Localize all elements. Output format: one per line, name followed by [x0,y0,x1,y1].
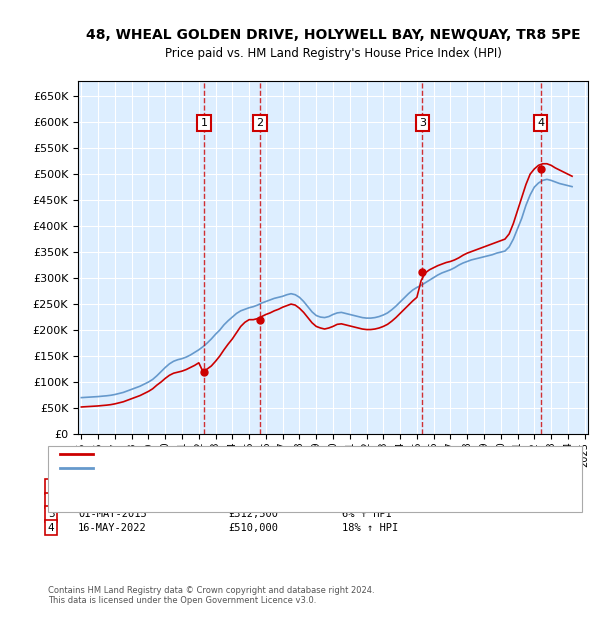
Text: 26-APR-2002: 26-APR-2002 [78,482,147,492]
Text: 15% ↓ HPI: 15% ↓ HPI [342,495,398,505]
Text: 48, WHEAL GOLDEN DRIVE, HOLYWELL BAY, NEWQUAY, TR8 5PE: 48, WHEAL GOLDEN DRIVE, HOLYWELL BAY, NE… [86,28,580,42]
Text: 3: 3 [47,509,55,519]
Text: £510,000: £510,000 [228,523,278,533]
Text: 16-MAY-2022: 16-MAY-2022 [78,523,147,533]
Text: 4: 4 [47,523,55,533]
Text: 18% ↑ HPI: 18% ↑ HPI [342,523,398,533]
Text: 2: 2 [256,118,263,128]
Text: 2: 2 [47,495,55,505]
Text: £312,500: £312,500 [228,509,278,519]
Text: 3: 3 [419,118,426,128]
Text: 20% ↓ HPI: 20% ↓ HPI [342,482,398,492]
Text: 1: 1 [47,482,55,492]
Text: 01-MAY-2015: 01-MAY-2015 [78,509,147,519]
Text: HPI: Average price, detached house, Cornwall: HPI: Average price, detached house, Corn… [96,464,302,472]
Text: Price paid vs. HM Land Registry's House Price Index (HPI): Price paid vs. HM Land Registry's House … [164,46,502,60]
Text: 4: 4 [537,118,544,128]
Text: 1: 1 [200,118,208,128]
Text: Contains HM Land Registry data © Crown copyright and database right 2024.
This d: Contains HM Land Registry data © Crown c… [48,586,374,605]
Text: 48, WHEAL GOLDEN DRIVE, HOLYWELL BAY, NEWQUAY, TR8 5PE (detached house): 48, WHEAL GOLDEN DRIVE, HOLYWELL BAY, NE… [96,450,466,458]
Text: 6% ↑ HPI: 6% ↑ HPI [342,509,392,519]
Text: 22-AUG-2005: 22-AUG-2005 [78,495,147,505]
Text: £120,000: £120,000 [228,482,278,492]
Text: £220,000: £220,000 [228,495,278,505]
